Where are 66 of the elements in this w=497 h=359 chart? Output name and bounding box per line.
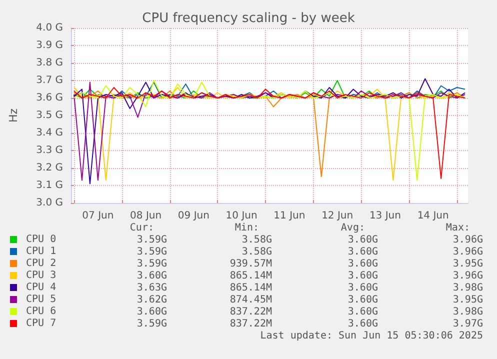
- legend-label: CPU 3: [26, 270, 56, 281]
- text: 3.96G: [452, 246, 483, 258]
- legend-label: CPU 4: [26, 282, 56, 293]
- text: 939.57M: [230, 258, 272, 270]
- text: 3.58G: [242, 234, 272, 246]
- y-tick-label: 3.9 G: [36, 40, 63, 51]
- y-tick-label: 3.0 G: [36, 198, 63, 208]
- text: Avg:: [340, 222, 365, 234]
- text: 3.98G: [452, 306, 483, 318]
- text: 3.63G: [136, 282, 167, 294]
- text: 3.60G: [348, 258, 378, 270]
- text: 3.95G: [452, 294, 483, 306]
- x-tick-label: 12 Jun: [322, 210, 354, 222]
- text: Max:: [446, 222, 470, 234]
- text: 3.98G: [452, 282, 483, 294]
- legend-label: CPU 0: [26, 234, 56, 245]
- text: 3.60G: [348, 294, 378, 306]
- text: 3.58G: [242, 246, 272, 258]
- text: 837.22M: [230, 318, 272, 330]
- text: Cur:: [130, 222, 154, 234]
- text: Last update: Sun Jun 15 05:30:06 2025: [260, 330, 483, 342]
- text: 3.60G: [136, 306, 167, 318]
- text: 3.59G: [136, 258, 167, 270]
- y-tick-label: 3.2 G: [36, 162, 63, 174]
- y-axis-title: Hz: [7, 108, 20, 123]
- text: 3.59G: [136, 234, 167, 246]
- text: 874.45M: [230, 294, 272, 306]
- x-tick-label: 08 Jun: [130, 210, 162, 222]
- text: 3.96G: [452, 270, 483, 282]
- legend-label: CPU 1: [26, 246, 56, 257]
- y-tick-label: 3.4 G: [36, 128, 63, 138]
- text: 3.60G: [348, 318, 378, 330]
- y-tick-label: 4.0 G: [36, 22, 63, 34]
- text: Min:: [234, 222, 259, 234]
- y-tick-label: 3.7 G: [36, 75, 63, 86]
- x-tick-label: 11 Jun: [274, 210, 306, 222]
- text: 865.14M: [230, 270, 272, 282]
- x-tick-label: 10 Jun: [226, 210, 258, 222]
- text: 3.59G: [136, 318, 167, 330]
- y-tick-label: 3.3 G: [36, 145, 63, 156]
- x-tick-label: 14 Jun: [417, 210, 449, 222]
- text: 865.14M: [230, 282, 272, 294]
- text: 3.60G: [348, 270, 378, 282]
- text: 3.95G: [452, 258, 483, 270]
- x-tick-label: 13 Jun: [369, 210, 401, 222]
- text: 3.60G: [136, 270, 167, 282]
- text: 837.22M: [230, 306, 272, 318]
- legend-label: CPU 6: [26, 306, 56, 317]
- text: 3.96G: [452, 234, 483, 246]
- y-tick-label: 3.5 G: [36, 110, 63, 121]
- text: 3.60G: [348, 234, 378, 246]
- text: 3.60G: [348, 282, 378, 294]
- text: 3.60G: [348, 246, 378, 258]
- text: 3.62G: [136, 294, 167, 306]
- text: 3.60G: [348, 306, 378, 318]
- y-tick-label: 3.1 G: [36, 180, 63, 191]
- legend-label: CPU 2: [26, 258, 56, 269]
- x-tick-label: 07 Jun: [82, 210, 114, 222]
- chart-title: CPU frequency scaling - by week: [142, 11, 356, 26]
- text: 3.97G: [452, 318, 483, 330]
- legend-label: CPU 5: [26, 294, 56, 305]
- text: 3.59G: [136, 246, 167, 258]
- x-tick-label: 09 Jun: [178, 210, 210, 222]
- legend-label: CPU 7: [26, 318, 56, 329]
- y-tick-label: 3.8 G: [36, 58, 63, 68]
- y-tick-label: 3.6 G: [36, 92, 63, 104]
